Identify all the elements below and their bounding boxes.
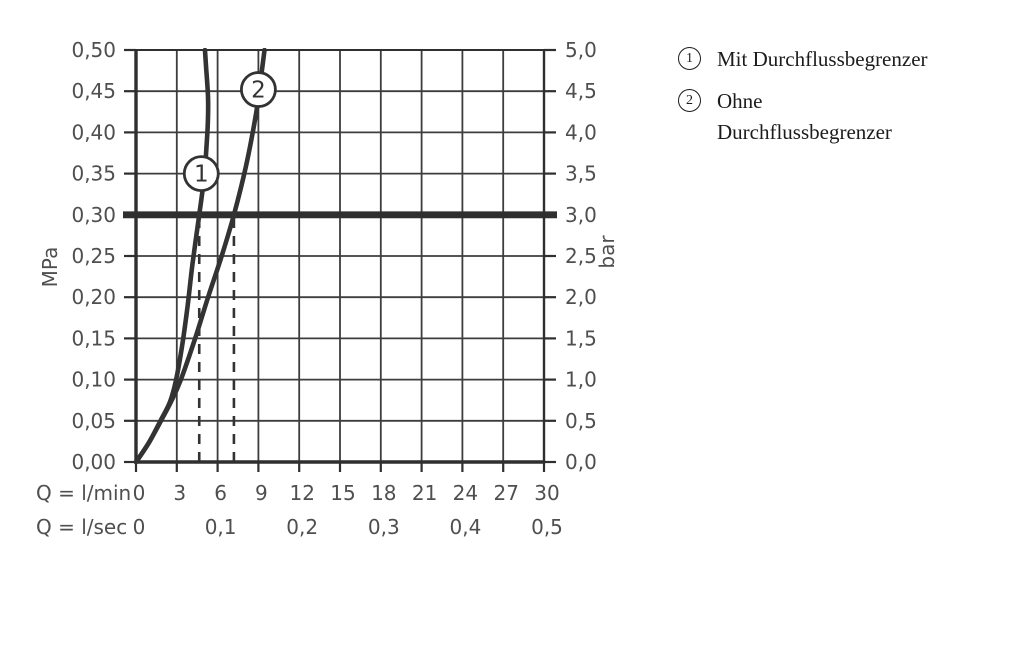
legend-item-1: 1 Mit Durchflussbegrenzer [678,44,928,75]
legend-marker-2-icon: 2 [678,89,701,112]
y-axis-bar-label: bar [595,235,619,269]
x-axis-lmin-tick-label: 27 [493,481,518,505]
curve-marker-2-number: 2 [251,78,266,104]
legend: 1 Mit Durchflussbegrenzer 2 Ohne Durchfl… [678,44,928,159]
x-axis-lmin-tick-label: 6 [214,481,227,505]
y-axis-right-tick-label: 4,5 [565,79,597,103]
x-axis-lsec-tick-label: 0,2 [286,515,318,539]
y-axis-right-tick-label: 1,5 [565,326,597,350]
legend-label-2-line2: Durchflussbegrenzer [717,120,892,144]
x-axis-lsec-tick-label: 0 [133,515,146,539]
y-axis-left-tick-label: 0,25 [71,244,116,268]
legend-label-2: Ohne Durchflussbegrenzer [717,86,892,148]
y-axis-right-tick-label: 2,5 [565,244,597,268]
y-axis-left-tick-label: 0,50 [71,38,116,62]
x-axis-lmin-tick-label: 12 [289,481,314,505]
x-axis-lmin-tick-label: 21 [412,481,437,505]
x-axis-lmin-tick-label: 15 [330,481,355,505]
curve-marker-1-circle [182,155,220,193]
x-axis-lmin-tick-label: 24 [453,481,478,505]
curves-group [134,48,267,464]
legend-item-2: 2 Ohne Durchflussbegrenzer [678,86,928,148]
curve-2 [134,48,267,464]
legend-label-2-line1: Ohne [717,89,763,113]
y-axis-left-tick-label: 0,05 [71,409,116,433]
y-axis-left-tick-label: 0,00 [71,450,116,474]
x-axis-lmin-tick-label: 0 [133,481,146,505]
y-axis-mpa-label: MPa [38,247,62,288]
y-axis-right-tick-label: 0,0 [565,450,597,474]
x-axis-lsec-tick-label: 0,1 [205,515,237,539]
curve-marker-2-circle [239,71,277,108]
y-axis-left-tick-label: 0,20 [71,285,116,309]
legend-label-1-line1: Mit Durchflussbegrenzer [717,47,928,71]
y-axis-right-tick-label: 3,0 [565,203,597,227]
y-axis-right-tick-label: 2,0 [565,285,597,309]
x-axis-lsec-tick-label: 0,3 [368,515,400,539]
y-axis-right-tick-label: 3,5 [565,162,597,186]
legend-marker-1-icon: 1 [678,47,701,70]
x-axis-lmin-tick-label: 3 [173,481,186,505]
x-axis-lmin-tick-label: 18 [371,481,396,505]
y-axis-left-tick-label: 0,45 [71,79,116,103]
y-axis-left-tick-label: 0,35 [71,162,116,186]
y-axis-right-tick-label: 0,5 [565,409,597,433]
x-axis-lsec-label: Q = l/sec [36,515,127,539]
y-axis-left-tick-label: 0,30 [71,203,116,227]
legend-marker-2-number: 2 [686,92,693,108]
y-axis-right-tick-label: 1,0 [565,368,597,392]
curve-marker-1-number: 1 [194,162,209,188]
x-axis-lsec-tick-label: 0,5 [531,515,563,539]
y-axis-left-tick-label: 0,15 [71,326,116,350]
y-axis-left-tick-label: 0,40 [71,120,116,144]
legend-marker-1-number: 1 [686,50,693,66]
y-axis-right-tick-label: 4,0 [565,120,597,144]
x-axis-lsec-tick-label: 0,4 [449,515,481,539]
legend-label-1: Mit Durchflussbegrenzer [717,44,928,75]
x-axis-lmin-label: Q = l/min [36,481,131,505]
x-axis-lmin-tick-label: 30 [534,481,559,505]
x-axis-lmin-tick-label: 9 [255,481,268,505]
y-axis-left-tick-label: 0,10 [71,368,116,392]
y-axis-right-tick-label: 5,0 [565,38,597,62]
